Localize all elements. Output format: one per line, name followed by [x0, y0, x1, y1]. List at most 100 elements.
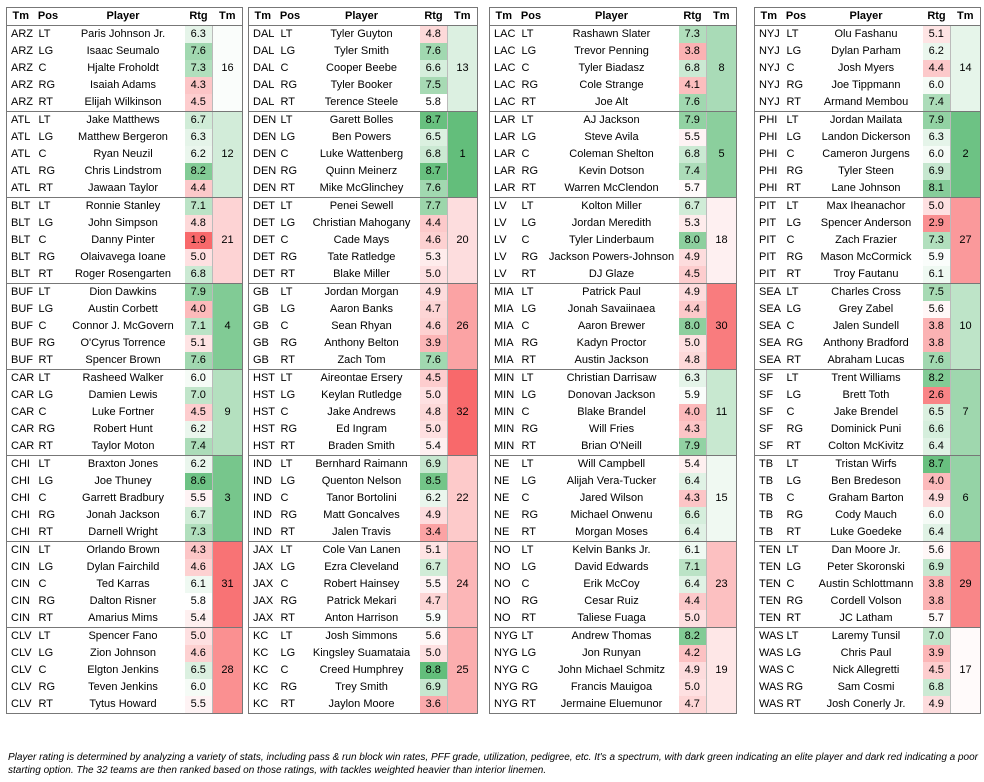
rating: 5.5 — [184, 490, 213, 507]
position: LT — [280, 372, 293, 384]
player-row: LAR LG Steve Avila 5.5 — [490, 129, 737, 146]
rating: 6.9 — [419, 679, 448, 696]
player-row: DAL LT Tyler Guyton 4.8 13 — [249, 25, 478, 112]
team-abbr: SF — [759, 389, 774, 401]
position: RT — [782, 352, 810, 370]
position: LG — [786, 647, 802, 659]
rating: 6.6 — [922, 421, 951, 438]
position: RG — [280, 165, 298, 177]
position: LT — [38, 28, 51, 40]
team-abbr: ATL — [11, 165, 31, 177]
rating: 6.7 — [184, 111, 213, 129]
position: RG — [521, 595, 539, 607]
player-row: MIN LT Christian Darrisaw 6.3 11 — [490, 369, 737, 456]
rating: 4.4 — [678, 301, 707, 318]
team-abbr: SF — [759, 372, 774, 384]
player-name: Luke Wattenberg — [319, 148, 404, 160]
column-header: Player — [544, 7, 679, 26]
team-rank: 4 — [212, 283, 243, 370]
player-name: Quinn Meinerz — [325, 165, 398, 177]
rating: 4.3 — [184, 77, 213, 94]
player-name: Matt Goncalves — [323, 509, 400, 521]
column-header: Rtg — [922, 7, 951, 26]
team-abbr: LV — [494, 217, 507, 229]
rating: 5.0 — [184, 249, 213, 266]
player-name: Hjalte Froholdt — [87, 62, 159, 74]
rating: 6.0 — [922, 77, 951, 94]
team-abbr: DET — [248, 266, 277, 284]
rating: 4.2 — [678, 645, 707, 662]
rating: 5.0 — [678, 335, 707, 352]
team-abbr: BLT — [6, 266, 35, 284]
rating: 4.8 — [419, 404, 448, 421]
player-row: CIN C Ted Karras 6.1 — [7, 576, 243, 593]
rating: 5.0 — [419, 645, 448, 662]
player-row: TEN LT Dan Moore Jr. 5.6 29 — [755, 541, 981, 628]
team-abbr: LAC — [494, 28, 516, 40]
position: RT — [782, 266, 810, 284]
position: RG — [786, 251, 804, 263]
rating: 4.6 — [419, 318, 448, 335]
player-row: JAX C Robert Hainsey 5.5 — [249, 576, 478, 593]
panel: Tm Pos Player Rtg Tm LAC LT Rashawn Slater 7.3 8 L… — [489, 7, 737, 714]
team-abbr: CAR — [11, 423, 35, 435]
position: LT — [280, 544, 293, 556]
team-abbr: NYG — [494, 681, 518, 693]
player-row: CLV LG Zion Johnson 4.6 — [7, 645, 243, 662]
rating: 7.5 — [922, 283, 951, 301]
rating: 4.3 — [678, 490, 707, 507]
position: C — [786, 320, 795, 332]
position: LG — [786, 389, 802, 401]
position: RT — [276, 696, 304, 714]
rating: 6.5 — [922, 404, 951, 421]
column-header: Pos — [276, 7, 304, 26]
position: LG — [786, 217, 802, 229]
player-row: MIN RT Brian O'Neill 7.9 — [489, 438, 737, 456]
rating: 2.6 — [922, 387, 951, 404]
player-row: MIA RG Kadyn Proctor 5.0 — [490, 335, 737, 352]
player-row: DAL RT Terence Steele 5.8 — [248, 94, 478, 112]
rating: 4.3 — [184, 541, 213, 559]
position: RG — [521, 509, 539, 521]
rating: 4.9 — [678, 249, 707, 266]
team-abbr: ARZ — [11, 28, 33, 40]
rating: 8.7 — [922, 455, 951, 473]
player-row: SF LG Brett Toth 2.6 — [755, 387, 981, 404]
position: RT — [34, 696, 62, 714]
position: LT — [786, 286, 799, 298]
player-row: HST C Jake Andrews 4.8 — [249, 404, 478, 421]
team-abbr: TEN — [759, 561, 781, 573]
rating: 5.8 — [184, 593, 213, 610]
player-name: Tristan Wirfs — [835, 458, 897, 470]
team-abbr: BLT — [11, 251, 31, 263]
player-row: CLV RT Tytus Howard 5.5 — [6, 696, 243, 714]
player-name: Armand Membou — [809, 94, 923, 112]
player-name: Taylor Moton — [61, 438, 185, 456]
player-row: MIN LG Donovan Jackson 5.9 — [490, 387, 737, 404]
position: LG — [280, 647, 296, 659]
player-row: TB RG Cody Mauch 6.0 — [755, 507, 981, 524]
team-abbr: TEN — [759, 544, 781, 556]
rating: 5.0 — [678, 610, 707, 628]
rating: 4.9 — [419, 507, 448, 524]
player-row: NE RG Michael Onwenu 6.6 — [490, 507, 737, 524]
rating: 5.0 — [922, 197, 951, 215]
team-rank: 7 — [950, 369, 981, 456]
player-name: Josh Conerly Jr. — [809, 696, 923, 714]
rating: 4.6 — [184, 645, 213, 662]
team-abbr: WAS — [759, 681, 783, 693]
player-row: CHI RG Jonah Jackson 6.7 — [7, 507, 243, 524]
rating: 6.8 — [419, 146, 448, 163]
player-name: Braxton Jones — [87, 458, 159, 470]
team-abbr: CIN — [11, 578, 30, 590]
position: LG — [280, 131, 296, 143]
team-rank: 13 — [447, 25, 478, 112]
rating: 6.3 — [922, 129, 951, 146]
position: LT — [38, 458, 51, 470]
rating: 4.9 — [922, 696, 951, 714]
position: LG — [280, 217, 296, 229]
player-row: LAC RT Joe Alt 7.6 — [489, 94, 737, 112]
player-name: Christian Darrisaw — [566, 372, 657, 384]
team-rank: 24 — [447, 541, 478, 628]
rating: 4.5 — [184, 404, 213, 421]
